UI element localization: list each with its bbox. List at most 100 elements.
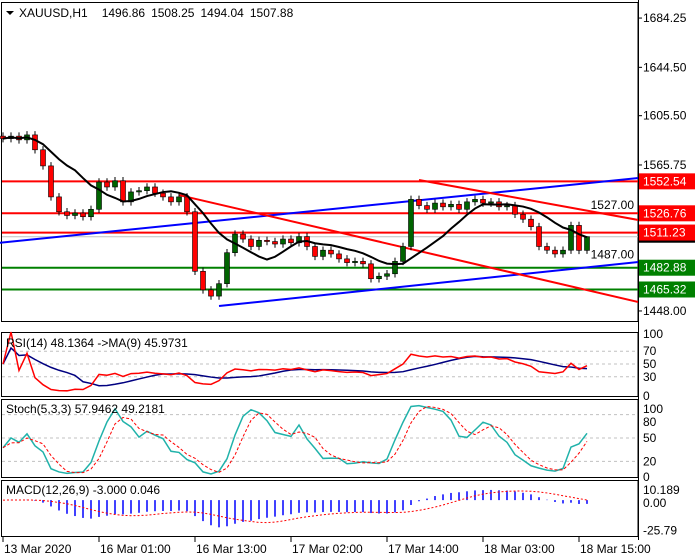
candle[interactable] (48, 162, 54, 201)
candle[interactable] (464, 198, 470, 214)
candle[interactable] (200, 267, 206, 294)
candle-body (240, 233, 246, 240)
macd-tick-label: -25.79 (643, 523, 677, 537)
candle-body (344, 258, 350, 263)
candle[interactable] (168, 193, 174, 206)
candle[interactable] (224, 248, 230, 288)
candle[interactable] (104, 178, 110, 191)
candle-body (96, 181, 102, 210)
candle[interactable] (64, 208, 70, 220)
candle[interactable] (448, 200, 454, 211)
rsi-tick-label: 30 (643, 370, 657, 384)
candle[interactable] (384, 270, 390, 280)
macd-panel[interactable] (2, 489, 588, 528)
time-tick-label: 18 Mar 03:00 (484, 542, 555, 556)
candle-body (552, 249, 558, 255)
candle-body (512, 205, 518, 215)
time-tick-label: 18 Mar 15:00 (580, 542, 651, 556)
candle[interactable] (320, 246, 326, 261)
candle[interactable] (96, 178, 102, 214)
candle[interactable] (472, 195, 478, 206)
candle[interactable] (176, 193, 182, 206)
time-tick-label: 16 Mar 13:00 (196, 542, 267, 556)
rsi-panel[interactable] (2, 331, 638, 392)
candle[interactable] (240, 230, 246, 243)
stochastic-panel[interactable] (2, 404, 638, 475)
candle[interactable] (208, 286, 214, 300)
candle[interactable] (440, 199, 446, 211)
candle[interactable] (400, 242, 406, 266)
candle[interactable] (456, 200, 462, 214)
time-tick-label: 16 Mar 01:00 (100, 542, 171, 556)
price-panel[interactable] (0, 131, 639, 307)
candle[interactable] (376, 272, 382, 283)
candle-body (472, 199, 478, 203)
candle[interactable] (184, 193, 190, 216)
rsi-tick-label: 70 (643, 344, 657, 358)
stoch-tick-label: 0 (643, 470, 650, 484)
macd-signal-line (2, 490, 588, 524)
candle[interactable] (344, 255, 350, 267)
candle-body (384, 273, 390, 277)
ohlc-high: 1508.25 (151, 6, 195, 20)
candle[interactable] (536, 222, 542, 251)
candle[interactable] (408, 195, 414, 251)
dropdown-triangle-icon[interactable] (6, 11, 14, 15)
trend-line[interactable] (0, 177, 639, 244)
candle[interactable] (520, 210, 526, 223)
candle-body (488, 201, 494, 204)
candle[interactable] (544, 242, 550, 254)
candle[interactable] (80, 209, 86, 221)
candle[interactable] (40, 146, 46, 170)
candle-body (248, 238, 254, 247)
candle[interactable] (280, 235, 286, 248)
candle[interactable] (264, 236, 270, 246)
candle[interactable] (576, 221, 582, 255)
candle-body (288, 238, 294, 244)
candle[interactable] (368, 260, 374, 283)
candle-body (312, 246, 318, 257)
candle[interactable] (336, 250, 342, 263)
candle-body (48, 165, 54, 198)
trend-line[interactable] (218, 260, 639, 307)
price-level-tag (639, 259, 695, 276)
candle[interactable] (528, 215, 534, 231)
candle[interactable] (136, 186, 142, 196)
candle[interactable] (144, 183, 150, 195)
candle[interactable] (424, 201, 430, 214)
candle[interactable] (432, 199, 438, 214)
candle[interactable] (328, 246, 334, 258)
candle-body (144, 186, 150, 191)
candle[interactable] (568, 221, 574, 254)
candle-body (184, 196, 190, 213)
candle[interactable] (416, 195, 422, 210)
candle[interactable] (248, 235, 254, 251)
candle[interactable] (256, 236, 262, 251)
candle[interactable] (552, 246, 558, 258)
candle[interactable] (392, 257, 398, 278)
candle[interactable] (72, 209, 78, 220)
candle[interactable] (360, 257, 366, 268)
candle[interactable] (288, 235, 294, 247)
candle-body (432, 202, 438, 210)
candle[interactable] (192, 208, 198, 276)
candle[interactable] (56, 193, 62, 216)
price-level-tag (639, 173, 695, 190)
candle-body (64, 211, 70, 216)
stoch-main-line (2, 404, 588, 475)
candle[interactable] (560, 246, 566, 258)
candle-body (424, 205, 430, 210)
price-level-tag (639, 205, 695, 222)
trend-line[interactable] (418, 179, 639, 221)
candle[interactable] (312, 242, 318, 261)
candle[interactable] (352, 257, 358, 267)
candle[interactable] (88, 205, 94, 221)
candle[interactable] (112, 177, 118, 191)
price-tick-label: 1684.25 (643, 11, 687, 25)
price-tick-label: 1448.00 (643, 304, 687, 318)
macd-tick-label: 0.00 (643, 496, 667, 510)
candle[interactable] (272, 237, 278, 248)
trend-line[interactable] (178, 194, 639, 304)
candle[interactable] (216, 279, 222, 300)
